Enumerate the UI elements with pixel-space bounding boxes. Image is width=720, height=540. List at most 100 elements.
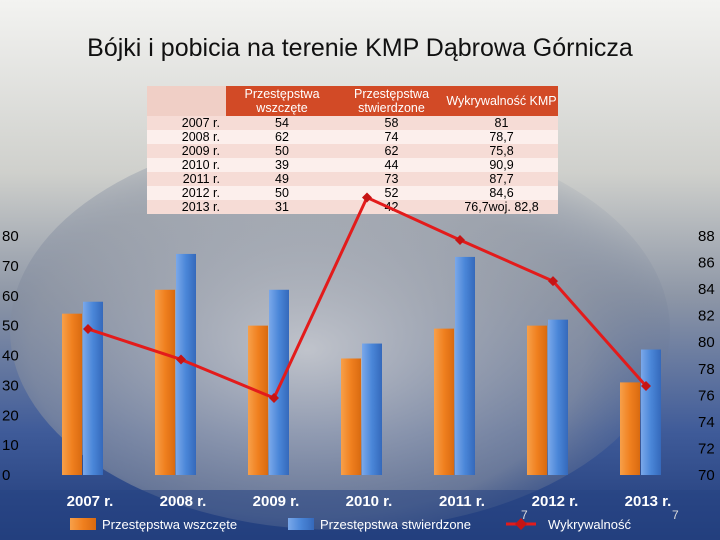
left-tick-label-2: 20 [2,407,19,424]
line-point-6 [641,381,651,392]
legend-label-wykrywalnosc: Wykrywalność [548,517,631,532]
right-tick-label-8: 86 [698,255,715,272]
table-cell: 2012 r. [147,186,226,200]
bar-stwierdzone-6 [641,349,661,475]
category-labels: 2007 r. 2008 r. 2009 r. 2010 r. 2011 r. 2012 … [67,493,672,510]
table-cell: 75,8 [445,144,558,158]
bar-stwierdzone-0 [83,301,103,475]
line-point-4 [455,234,465,245]
slide-title: Bójki i pobicia na terenie KMP Dąbrowa G… [87,34,633,62]
right-tick-label-6: 82 [698,308,715,325]
left-axis-ticks: 0 10 20 30 40 50 60 70 80 [2,228,19,484]
bar-stwierdzone-5 [548,319,568,475]
category-label-4: 2011 r. [439,493,485,510]
table-header-wykrywalnosc: Wykrywalność KMP [445,86,558,116]
left-tick-label-8: 80 [2,228,19,245]
bar-wszczete-6 [620,382,640,475]
table-cell: 2013 r. [147,200,226,214]
bar-wszczete-1 [155,289,175,475]
table-cell: 44 [338,158,445,172]
left-tick-label-3: 30 [2,377,19,394]
table-cell: 49 [226,172,338,186]
bars-group [62,253,661,475]
line-point-0 [83,323,93,334]
right-tick-label-3: 76 [698,387,715,404]
legend-label-wszczete: Przestępstwa wszczęte [102,517,237,532]
table-row: 2011 r. 49 73 87,7 [147,172,558,186]
bar-wszczete-3 [341,358,361,475]
left-tick-label-1: 10 [2,437,19,454]
table-cell: 87,7 [445,172,558,186]
left-tick-label-4: 40 [2,348,19,365]
table-cell: 39 [226,158,338,172]
table-cell: 2011 r. [147,172,226,186]
right-tick-label-4: 78 [698,361,715,378]
legend-swatch-wszczete [70,518,96,530]
table-cell: 62 [226,130,338,144]
line-point-2 [269,392,279,403]
table-row: 2013 r. 31 42 76,7woj. 82,8 [147,200,558,214]
bar-wszczete-4 [434,328,454,475]
table-cell: 81 [445,116,558,130]
legend: Przestępstwa wszczęte Przestępstwa stwie… [70,517,631,532]
table-cell: 76,7woj. 82,8 [445,200,558,214]
table-cell: 2007 r. [147,116,226,130]
left-tick-label-0: 0 [2,467,10,484]
line-point-1 [176,354,186,365]
bar-stwierdzone-4 [455,256,475,475]
bar-stwierdzone-1 [176,253,196,475]
table-cell: 2010 r. [147,158,226,172]
right-tick-label-9: 88 [698,228,715,245]
bar-wszczete-2 [248,325,268,475]
bar-stwierdzone-3 [362,343,382,475]
right-tick-label-2: 74 [698,414,715,431]
table-row: 2008 r. 62 74 78,7 [147,130,558,144]
left-tick-label-5: 50 [2,318,19,335]
table-cell: 90,9 [445,158,558,172]
legend-swatch-stwierdzone [288,518,314,530]
table-row: 2012 r. 50 52 84,6 [147,186,558,200]
table-header-empty [147,86,226,116]
bar-stwierdzone-2 [269,289,289,475]
table-cell: 2009 r. [147,144,226,158]
table-row: 2007 r. 54 58 81 [147,116,558,130]
line-point-5 [548,276,558,287]
legend-marker-wykrywalnosc [515,518,527,530]
table-cell: 2008 r. [147,130,226,144]
right-tick-label-0: 70 [698,467,715,484]
line-group [83,192,651,403]
left-tick-label-6: 60 [2,288,19,305]
category-label-0: 2007 r. [67,493,114,510]
right-tick-label-5: 80 [698,334,715,351]
page-number-right: 7 [672,508,679,522]
table-cell: 50 [226,144,338,158]
category-label-3: 2010 r. [346,493,393,510]
right-tick-label-1: 72 [698,440,715,457]
table-cell: 84,6 [445,186,558,200]
table-cell: 73 [338,172,445,186]
bar-wszczete-5 [527,325,547,475]
table-cell: 78,7 [445,130,558,144]
table-cell: 58 [338,116,445,130]
line-point-3 [362,192,372,203]
table-header-wszczete: Przestępstwa wszczęte [226,86,338,116]
table-cell: 31 [226,200,338,214]
data-table: Przestępstwa wszczęte Przestępstwa stwie… [147,86,558,214]
table-cell: 50 [226,186,338,200]
table-header-row: Przestępstwa wszczęte Przestępstwa stwie… [147,86,558,116]
table-row: 2010 r. 39 44 90,9 [147,158,558,172]
left-tick-label-7: 70 [2,258,19,275]
table-cell: 74 [338,130,445,144]
table-cell: 54 [226,116,338,130]
right-tick-label-7: 84 [698,281,715,298]
table-row: 2009 r. 50 62 75,8 [147,144,558,158]
table-cell: 62 [338,144,445,158]
bar-wszczete-0 [62,313,82,475]
right-axis-ticks: 70 72 74 76 78 80 82 84 86 88 [698,228,715,484]
category-label-5: 2012 r. [532,493,579,510]
category-label-6: 2013 r. [625,493,672,510]
category-label-1: 2008 r. [160,493,207,510]
page-number: 7 [521,508,528,522]
table-header-stwierdzone: Przestępstwa stwierdzone [338,86,445,116]
